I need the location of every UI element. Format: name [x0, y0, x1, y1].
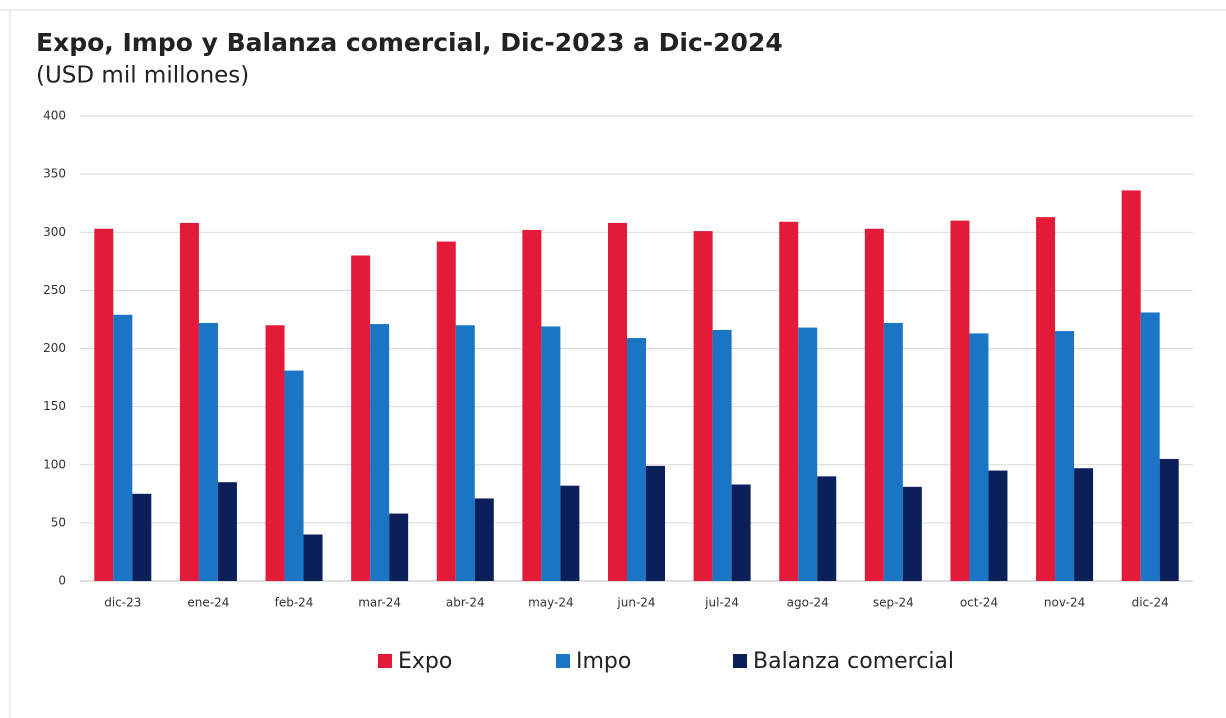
- bar: [217, 482, 237, 581]
- bar: [351, 255, 371, 581]
- chart-title: Expo, Impo y Balanza comercial, Dic-2023…: [36, 28, 783, 57]
- bar: [712, 329, 732, 581]
- x-tick-label: jun-24: [616, 596, 655, 610]
- chart-subtitle: (USD mil millones): [36, 63, 249, 89]
- bar: [1055, 331, 1075, 581]
- x-tick-label: ago-24: [787, 596, 829, 610]
- bar: [455, 325, 475, 581]
- bar: [1140, 312, 1160, 581]
- x-tick-label: jul-24: [704, 596, 739, 610]
- bar: [94, 228, 114, 581]
- bar: [902, 486, 922, 581]
- bar: [817, 476, 837, 581]
- bar: [731, 484, 751, 581]
- x-tick-label: mar-24: [358, 596, 401, 610]
- x-tick-label: oct-24: [960, 596, 998, 610]
- bar: [522, 229, 542, 582]
- y-tick-label: 50: [51, 515, 66, 529]
- y-tick-label: 200: [43, 341, 66, 355]
- bar: [265, 325, 285, 581]
- bar: [113, 314, 133, 581]
- legend-label: Impo: [576, 649, 631, 674]
- bar: [389, 513, 409, 581]
- bar: [541, 326, 561, 581]
- bar: [864, 228, 884, 581]
- legend-swatch: [733, 654, 747, 668]
- y-tick-label: 350: [43, 167, 66, 181]
- y-tick-label: 150: [43, 399, 66, 413]
- bar: [988, 470, 1008, 581]
- y-tick-label: 300: [43, 225, 66, 239]
- bar: [560, 485, 580, 581]
- x-tick-label: nov-24: [1044, 596, 1085, 610]
- y-tick-label: 400: [43, 109, 66, 123]
- bar: [950, 220, 970, 581]
- x-tick-label: sep-24: [873, 596, 914, 610]
- bar: [284, 370, 304, 581]
- bar: [969, 333, 989, 581]
- bar: [132, 493, 152, 581]
- legend-swatch: [556, 654, 570, 668]
- y-tick-label: 0: [58, 574, 66, 588]
- bar: [646, 465, 665, 581]
- bar: [798, 327, 818, 581]
- y-tick-label: 100: [43, 457, 66, 471]
- bar: [1121, 190, 1141, 581]
- bar: [436, 241, 456, 582]
- legend-swatch: [378, 654, 392, 668]
- x-tick-label: feb-24: [275, 596, 314, 610]
- bar: [370, 324, 390, 581]
- bar: [179, 222, 199, 581]
- bar: [303, 534, 323, 581]
- x-tick-label: may-24: [528, 596, 574, 610]
- bar: [1074, 468, 1094, 581]
- bar: [198, 322, 218, 581]
- x-tick-label: ene-24: [187, 596, 229, 610]
- bar: [779, 221, 799, 581]
- legend-label: Balanza comercial: [753, 649, 954, 674]
- bar: [693, 231, 713, 581]
- bar: [1159, 458, 1179, 581]
- bar: [608, 222, 627, 581]
- y-tick-label: 250: [43, 283, 66, 297]
- legend-label: Expo: [398, 649, 452, 674]
- bar: [627, 338, 646, 581]
- bar: [474, 498, 494, 581]
- bar: [1036, 217, 1056, 581]
- x-tick-label: dic-24: [1132, 596, 1169, 610]
- x-tick-label: abr-24: [446, 596, 485, 610]
- x-tick-label: dic-23: [104, 596, 141, 610]
- bar: [883, 322, 903, 581]
